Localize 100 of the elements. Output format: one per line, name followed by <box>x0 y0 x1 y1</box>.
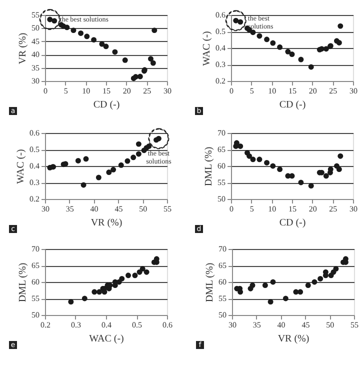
y-tick-label: 65 <box>218 145 226 154</box>
x-tick-label: 0 <box>230 86 234 96</box>
x-tick-label: 15 <box>102 86 110 96</box>
point <box>140 266 146 272</box>
point <box>285 48 291 54</box>
x-tick-label: 50 <box>139 204 148 214</box>
y-tick-label: 60 <box>218 162 226 170</box>
x-tick-label: 0.5 <box>132 320 142 330</box>
point <box>137 74 143 80</box>
point <box>256 156 262 162</box>
point <box>119 276 125 282</box>
point <box>144 269 150 275</box>
point <box>250 156 256 162</box>
x-tick-label: 0.6 <box>162 320 172 330</box>
y-tick-label: 55 <box>32 294 40 303</box>
point <box>80 182 86 188</box>
x-tick-label: 15 <box>288 204 296 214</box>
y-tick-label: 50 <box>32 24 40 33</box>
point <box>250 282 256 288</box>
y-tick-label: 45 <box>32 36 40 46</box>
point <box>126 272 132 278</box>
x-tick-label: 30 <box>42 204 50 214</box>
y-tick-label: 55 <box>218 178 226 187</box>
x-axis-title: CD (-) <box>279 100 306 110</box>
point <box>70 28 76 34</box>
point <box>78 30 84 36</box>
point <box>305 282 311 288</box>
y-tick-label: 30 <box>32 76 40 86</box>
point <box>96 289 102 295</box>
point <box>106 170 112 176</box>
point <box>318 276 324 282</box>
point <box>238 19 244 25</box>
point <box>238 289 244 295</box>
x-axis-title: CD (-) <box>93 100 120 110</box>
y-tick-label: 70 <box>218 128 226 138</box>
point <box>91 37 97 43</box>
point <box>256 33 262 39</box>
x-tick-label: 35 <box>252 320 261 330</box>
y-tick-label: 0.2 <box>216 76 226 86</box>
point <box>148 56 154 62</box>
x-tick-label: 30 <box>350 204 358 214</box>
point <box>338 153 344 159</box>
x-tick-label: 5 <box>64 86 68 96</box>
point <box>289 52 295 58</box>
point <box>130 154 136 160</box>
point <box>336 166 342 172</box>
point <box>270 163 276 169</box>
y-tick-label: 0.4 <box>30 162 40 170</box>
y-tick-label: 50 <box>218 194 226 204</box>
y-axis-title: DML (%) <box>18 262 28 302</box>
point <box>136 151 142 157</box>
point <box>298 180 304 186</box>
point <box>110 166 116 172</box>
point <box>112 49 118 55</box>
y-tick-label: 70 <box>218 244 226 254</box>
point <box>333 266 339 272</box>
x-tick-label: 5 <box>250 86 254 96</box>
point <box>323 46 329 52</box>
y-tick-label: 55 <box>32 10 40 20</box>
y-tick-label: 0.3 <box>216 60 226 69</box>
x-tick-label: 0 <box>230 204 234 214</box>
point <box>82 296 88 302</box>
point <box>118 162 124 168</box>
x-tick-label: 0.2 <box>40 320 50 330</box>
x-tick-label: 25 <box>143 86 152 96</box>
point <box>96 174 102 180</box>
x-tick-label: 30 <box>350 86 358 96</box>
point <box>152 28 158 34</box>
x-tick-label: 0 <box>44 86 48 96</box>
x-tick-label: 20 <box>308 204 317 214</box>
point <box>238 143 244 149</box>
point <box>312 279 318 285</box>
x-tick-label: 0.4 <box>102 320 112 330</box>
x-tick-label: 15 <box>288 86 296 96</box>
x-tick-label: 20 <box>122 86 131 96</box>
x-tick-label: 10 <box>268 86 276 96</box>
x-axis-title: VR (%) <box>90 218 122 228</box>
point <box>68 299 74 305</box>
x-tick-label: 50 <box>326 320 334 330</box>
point <box>270 279 276 285</box>
x-tick-label: 55 <box>164 204 172 214</box>
x-tick-label: 55 <box>350 320 358 330</box>
x-tick-label: 30 <box>164 86 172 96</box>
y-axis-title: WAC (-) <box>16 149 26 184</box>
x-tick-label: 20 <box>308 86 317 96</box>
y-tick-label: 0.6 <box>30 128 40 138</box>
point <box>262 282 268 288</box>
point <box>270 40 276 46</box>
y-tick-label: 0.6 <box>216 10 226 20</box>
x-tick-label: 10 <box>82 86 90 96</box>
point <box>308 183 314 189</box>
point <box>92 289 98 295</box>
y-tick-label: 60 <box>218 278 226 286</box>
point <box>338 23 344 29</box>
x-tick-label: 35 <box>66 204 74 214</box>
y-tick-label: 0.4 <box>216 44 226 52</box>
point <box>264 160 270 166</box>
point <box>336 40 342 46</box>
y-tick-label: 0.2 <box>30 194 40 204</box>
y-tick-label: 70 <box>32 244 40 254</box>
